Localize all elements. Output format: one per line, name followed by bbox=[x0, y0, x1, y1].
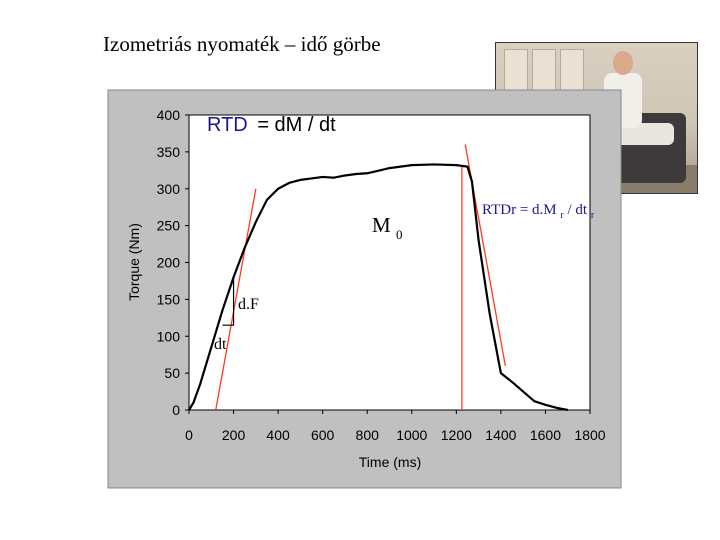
rtd-formula: = dM / dt bbox=[257, 114, 336, 136]
y-tick-label: 350 bbox=[157, 144, 181, 160]
y-axis-label: Torque (Nm) bbox=[126, 223, 142, 301]
tangent-line-rise bbox=[215, 188, 257, 411]
x-tick-label: 600 bbox=[311, 427, 335, 443]
x-tick-label: 0 bbox=[185, 427, 193, 443]
person-head bbox=[613, 51, 633, 75]
y-tick-label: 50 bbox=[164, 365, 180, 381]
y-tick-label: 300 bbox=[157, 181, 181, 197]
x-tick-label: 1800 bbox=[574, 427, 605, 443]
y-axis-ticks: 0 50 100 150 200 250 300 350 400 bbox=[157, 107, 189, 418]
dt-label: dt bbox=[214, 336, 227, 353]
rtdr-label-mid: / dt bbox=[568, 202, 588, 218]
rtdr-label: RTDr = d.M r / dt r bbox=[482, 202, 595, 222]
m0-label-sub: 0 bbox=[396, 227, 403, 242]
x-tick-label: 1600 bbox=[530, 427, 561, 443]
rtd-label-main: RTD bbox=[207, 114, 248, 136]
x-tick-label: 800 bbox=[356, 427, 380, 443]
x-tick-label: 200 bbox=[222, 427, 246, 443]
y-tick-label: 400 bbox=[157, 107, 181, 123]
x-tick-label: 1200 bbox=[441, 427, 472, 443]
x-axis-label: Time (ms) bbox=[359, 454, 421, 470]
x-tick-label: 1400 bbox=[485, 427, 516, 443]
m0-label: M 0 bbox=[372, 213, 402, 242]
slide-title: Izometriás nyomaték – idő görbe bbox=[103, 32, 381, 56]
plot-area bbox=[188, 114, 591, 411]
y-tick-label: 150 bbox=[157, 291, 181, 307]
rtdr-label-sub1: r bbox=[560, 210, 564, 221]
torque-curve bbox=[188, 163, 568, 412]
rtdr-label-sub2: r bbox=[591, 210, 595, 221]
y-tick-label: 0 bbox=[172, 402, 180, 418]
rtd-triangle bbox=[222, 277, 235, 326]
x-tick-label: 1000 bbox=[396, 427, 427, 443]
y-tick-label: 200 bbox=[157, 255, 181, 271]
x-tick-label: 400 bbox=[266, 427, 290, 443]
rtdr-label-main: RTDr = d.M bbox=[482, 202, 557, 218]
x-axis-ticks: 0 200 400 600 800 1000 1200 1400 1600 1800 bbox=[185, 410, 606, 443]
y-tick-label: 250 bbox=[157, 218, 181, 234]
y-tick-label: 100 bbox=[157, 328, 181, 344]
df-label: d.F bbox=[238, 296, 259, 313]
rtd-label: RTD = dM / dt bbox=[207, 114, 336, 136]
m0-label-main: M bbox=[372, 213, 391, 237]
